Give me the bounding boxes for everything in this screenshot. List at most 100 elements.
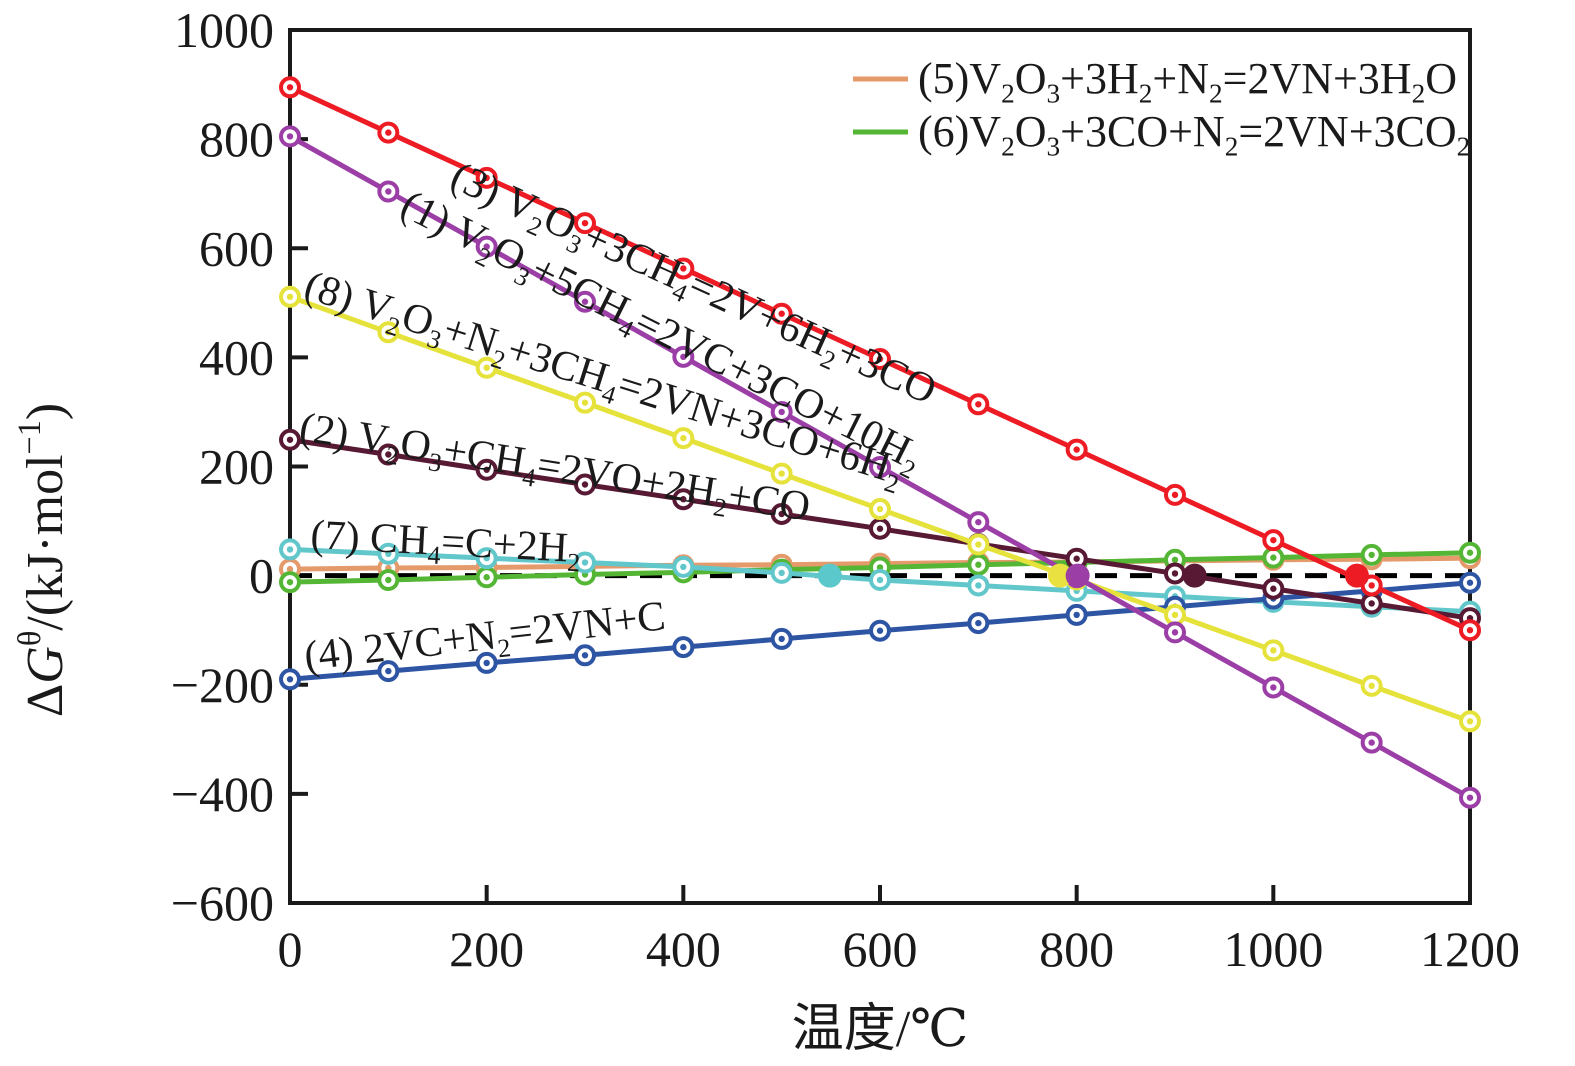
series-marker-dot <box>975 541 982 548</box>
series-marker-dot <box>581 298 589 305</box>
series-marker-dot <box>286 293 294 301</box>
series-marker-dot <box>1466 794 1474 801</box>
series-marker-dot <box>1368 739 1375 746</box>
series-marker-dot <box>1466 579 1474 586</box>
series-marker-dot <box>778 510 785 518</box>
series-marker-dot <box>581 399 589 406</box>
series-marker-dot <box>680 265 687 272</box>
x-axis-title: 温度/℃ <box>792 1001 969 1058</box>
series-marker-dot <box>975 401 982 408</box>
series-marker-dot <box>1073 555 1080 562</box>
legend-label-(6): (6)V2O3+3CO+N2=2VN+3CO2 <box>918 107 1470 162</box>
series-marker-dot <box>1270 554 1277 561</box>
series-marker-dot <box>581 481 589 488</box>
series-marker-dot <box>483 174 490 182</box>
y-tick-label: 0 <box>249 548 274 604</box>
series-marker-dot <box>876 627 884 634</box>
y-tick-label: 1000 <box>174 2 274 58</box>
series-marker-dot <box>778 569 785 577</box>
x-tick-label: 1200 <box>1420 921 1520 977</box>
series-marker-dot <box>975 619 982 627</box>
x-tick-label: 200 <box>449 921 524 977</box>
zero-crossing-dot-(2) <box>1182 563 1207 588</box>
series-marker-dot <box>286 133 294 140</box>
series-marker-dot <box>1171 629 1179 636</box>
series-marker-dot <box>876 576 884 584</box>
series-marker-dot <box>778 408 785 416</box>
series-(1) <box>279 125 1481 809</box>
y-axis-title: ΔGθ/(kJ·mol−1) <box>11 403 74 717</box>
series-inline-label-(7): (7) CH4=C+2H2 <box>309 512 582 577</box>
series-marker-dot <box>385 550 392 557</box>
y-tick-label: 200 <box>199 439 274 495</box>
series-marker-dot <box>680 643 687 651</box>
y-tick-label: 400 <box>199 329 274 385</box>
series-marker-dot <box>1171 570 1179 577</box>
y-tick-label: 600 <box>199 220 274 276</box>
series-marker-dot <box>286 565 294 573</box>
series-marker-dot <box>975 582 982 589</box>
zero-crossing-dot-(7) <box>817 563 842 588</box>
series-marker-dot <box>1368 582 1375 589</box>
series-marker-dot <box>680 496 687 503</box>
series-marker-dot <box>1270 684 1277 691</box>
series-marker-dot <box>1466 626 1474 634</box>
x-tick-label: 1000 <box>1223 921 1323 977</box>
series-marker-dot <box>680 563 687 571</box>
x-tick-label: 0 <box>278 921 303 977</box>
series-marker-dot <box>1368 682 1375 690</box>
y-tick-label: 800 <box>199 111 274 167</box>
series-marker-dot <box>483 364 490 371</box>
series-marker-dot <box>1171 556 1179 564</box>
legend: (5)V2O3+3H2+N2=2VN+3H2O(6)V2O3+3CO+N2=2V… <box>853 54 1470 162</box>
y-tick-label: −200 <box>171 657 274 713</box>
series-marker-dot <box>286 436 294 443</box>
series-marker-dot <box>286 578 294 586</box>
y-tick-label: −600 <box>171 875 274 931</box>
series-marker-dot <box>483 554 490 562</box>
series-marker-dot <box>1270 647 1277 654</box>
series-marker-dot <box>1466 549 1474 556</box>
series-marker-dot <box>286 676 294 683</box>
series-marker-dot <box>1466 718 1474 725</box>
series-marker-dot <box>1171 491 1179 499</box>
series-marker-dot <box>876 525 884 532</box>
series-marker-dot <box>385 667 392 675</box>
series-marker-dot <box>581 559 589 566</box>
series-marker-dot <box>581 652 589 659</box>
series-marker-dot <box>680 434 687 442</box>
series-marker-dot <box>876 564 884 571</box>
series-marker-dot <box>876 355 884 363</box>
x-tick-label: 800 <box>1039 921 1114 977</box>
series-(2) <box>279 428 1481 630</box>
series-marker-dot <box>975 561 982 568</box>
zero-crossing-dot-(8) <box>1047 563 1072 588</box>
series-marker-dot <box>876 505 884 513</box>
zero-crossing-dot-(1) <box>1065 563 1090 588</box>
series-marker-dot <box>385 188 392 195</box>
series-marker-dot <box>581 219 589 227</box>
x-tick-label: 600 <box>843 921 918 977</box>
series-marker-dot <box>385 451 392 458</box>
series-marker-dot <box>1270 585 1277 592</box>
series-marker-dot <box>1073 446 1080 453</box>
series-marker-dot <box>1270 536 1277 544</box>
zero-crossing-dot-(3) <box>1344 563 1369 588</box>
series-marker-dot <box>385 329 392 336</box>
series-marker-dot <box>483 466 490 473</box>
series-marker-dot <box>385 576 392 584</box>
series-marker-dot <box>975 518 982 526</box>
series-marker-dot <box>876 463 884 471</box>
series-marker-dot <box>1368 600 1375 607</box>
series-marker-dot <box>286 84 294 91</box>
series-marker-dot <box>385 129 392 136</box>
series-marker-dot <box>483 574 490 581</box>
series-marker-dot <box>778 310 785 317</box>
series-marker-dot <box>778 470 785 477</box>
series-marker-dot <box>483 243 490 250</box>
series-marker-dot <box>1171 611 1179 619</box>
axis-ticks: 0 200 400 600 800 1000 1200 1000 800 600 400 200 0 −2… <box>171 2 1520 977</box>
y-tick-label: −400 <box>171 766 274 822</box>
